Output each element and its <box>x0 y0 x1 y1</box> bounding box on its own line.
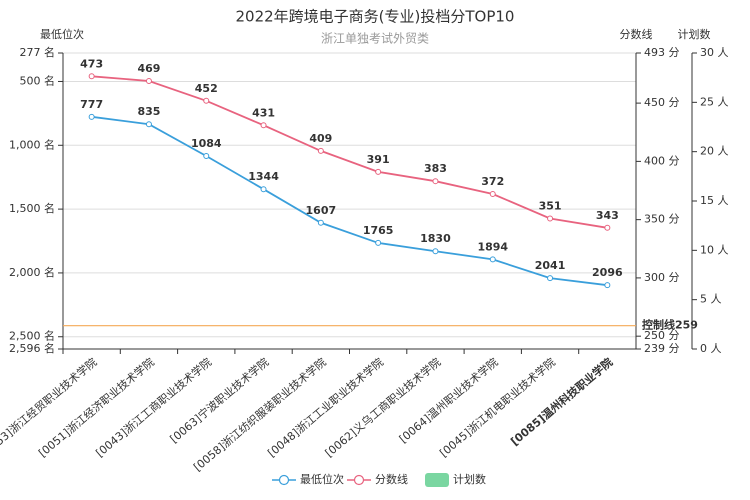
y3-tick-label: 10 人 <box>700 243 729 256</box>
y3-axis-label: 计划数 <box>678 28 711 41</box>
point <box>317 147 324 154</box>
y2-tick-label: 493 分 <box>644 46 680 59</box>
y2-tick-label: 300 分 <box>644 271 680 284</box>
point <box>547 215 554 222</box>
y3-tick-label: 15 人 <box>700 194 729 207</box>
data-label: 409 <box>309 132 332 145</box>
legend-label: 计划数 <box>453 473 486 486</box>
y-tick-label: 2,500 名 <box>9 329 55 343</box>
point <box>260 122 267 129</box>
x-tick-label: [0051]浙江经济职业技术学院 <box>36 355 157 460</box>
x-tick-label: [0085]温州科技职业学院 <box>508 355 616 448</box>
data-label: 383 <box>424 162 447 175</box>
data-label: 1830 <box>420 232 451 245</box>
point <box>145 121 152 128</box>
chart-title: 2022年跨境电子商务(专业)投档分TOP10 <box>236 8 515 26</box>
legend-swatch <box>425 473 449 487</box>
legend-swatch <box>278 474 290 486</box>
y3-tick-label: 5 人 <box>700 293 722 306</box>
x-tick-label: [0043]浙江工商职业技术学院 <box>93 355 214 460</box>
data-label: 391 <box>367 153 390 166</box>
point <box>375 168 382 175</box>
data-label: 1765 <box>363 224 394 237</box>
data-label: 835 <box>137 105 160 118</box>
point <box>145 77 152 84</box>
chart-subtitle: 浙江单独考试外贸类 <box>321 31 429 46</box>
y-tick-label: 500 名 <box>20 73 56 87</box>
y2-tick-label: 239 分 <box>644 342 680 355</box>
point <box>88 113 95 120</box>
data-label: 777 <box>80 98 103 111</box>
series-line <box>91 75 608 229</box>
data-label: 1607 <box>306 204 337 217</box>
data-label: 2096 <box>592 266 623 279</box>
point <box>489 191 496 198</box>
y3-tick-label: 0 人 <box>700 342 722 355</box>
data-label: 2041 <box>535 259 566 272</box>
point <box>317 219 324 226</box>
y-axis-label: 最低位次 <box>40 27 84 41</box>
legend-label: 分数线 <box>375 472 408 486</box>
y3-tick-label: 30 人 <box>700 46 729 59</box>
data-label: 431 <box>252 106 275 119</box>
data-label: 473 <box>80 57 103 70</box>
point <box>432 248 439 255</box>
y-tick-label: 2,596 名 <box>9 341 55 355</box>
data-label: 469 <box>137 62 160 75</box>
legend-label: 最低位次 <box>300 472 344 486</box>
control-line-label: 控制线259 <box>642 318 698 332</box>
legend-swatch <box>353 474 365 486</box>
point <box>88 73 95 80</box>
point <box>203 153 210 160</box>
y-tick-label: 1,500 名 <box>9 201 55 215</box>
x-tick-label: [0064]温州职业技术学院 <box>396 355 500 446</box>
y2-tick-label: 350 分 <box>644 213 680 226</box>
point <box>547 275 554 282</box>
data-label: 1344 <box>248 170 279 183</box>
point <box>203 97 210 104</box>
data-label: 351 <box>539 199 562 212</box>
y2-tick-label: 400 分 <box>644 154 680 167</box>
point <box>375 239 382 246</box>
point <box>432 178 439 185</box>
x-tick-label: [0062]义乌工商职业技术学院 <box>322 355 443 460</box>
series-line <box>91 115 608 287</box>
point <box>604 282 611 289</box>
data-label: 372 <box>481 175 504 188</box>
x-tick-label: [0048]浙江工业职业技术学院 <box>265 355 386 460</box>
y-tick-label: 277 名 <box>20 45 56 59</box>
point <box>260 186 267 193</box>
point <box>604 224 611 231</box>
data-label: 1084 <box>191 137 222 150</box>
data-label: 1894 <box>477 240 508 253</box>
data-label: 452 <box>195 82 218 95</box>
y2-tick-label: 450 分 <box>644 96 680 109</box>
x-tick-label: [0045]浙江机电职业技术学院 <box>437 355 558 460</box>
data-label: 343 <box>596 209 619 222</box>
y-tick-label: 2,000 名 <box>9 265 55 279</box>
y-tick-label: 1,000 名 <box>9 137 55 151</box>
point <box>489 256 496 263</box>
x-tick-label: [0063]宁波职业技术学院 <box>167 355 271 446</box>
y2-axis-label: 分数线 <box>620 27 653 41</box>
y2-tick-label: 250 分 <box>644 329 680 342</box>
y3-tick-label: 25 人 <box>700 95 729 108</box>
y3-tick-label: 20 人 <box>700 145 729 158</box>
